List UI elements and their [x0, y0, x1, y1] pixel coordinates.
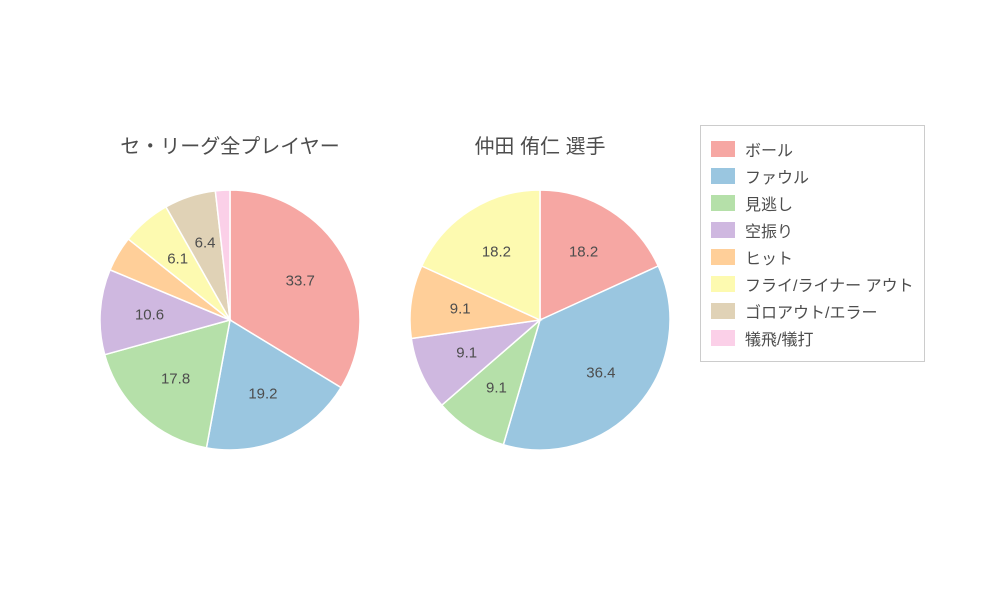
slice-label-foul: 36.4 [586, 364, 615, 381]
pie-svg-player [410, 190, 670, 450]
pie-title-player: 仲田 侑仁 選手 [390, 130, 690, 159]
slice-label-look: 9.1 [486, 379, 507, 396]
slice-label-hit: 9.1 [450, 300, 471, 317]
legend-label-look: 見逃し [745, 191, 793, 215]
legend-item-look: 見逃し [711, 191, 914, 215]
slice-label-look: 17.8 [161, 371, 190, 388]
legend-label-ball: ボール [745, 137, 793, 161]
slice-label-ground: 6.4 [195, 235, 216, 252]
legend-label-swing: 空振り [745, 218, 793, 242]
legend-label-sac: 犠飛/犠打 [745, 326, 813, 350]
slice-label-swing: 9.1 [456, 345, 477, 362]
pie-chart-league: 33.7 19.2 17.8 10.6 6.1 6.4 [100, 190, 360, 450]
legend-swatch-foul [711, 168, 735, 184]
legend-swatch-swing [711, 222, 735, 238]
legend-item-ground: ゴロアウト/エラー [711, 299, 914, 323]
pie-chart-player: 18.2 36.4 9.1 9.1 9.1 18.2 [410, 190, 670, 450]
legend-label-flyliner: フライ/ライナー アウト [745, 272, 914, 296]
legend-swatch-hit [711, 249, 735, 265]
legend-label-ground: ゴロアウト/エラー [745, 299, 877, 323]
legend-label-hit: ヒット [745, 245, 793, 269]
legend-item-hit: ヒット [711, 245, 914, 269]
slice-label-foul: 19.2 [248, 385, 277, 402]
legend-item-ball: ボール [711, 137, 914, 161]
legend-item-sac: 犠飛/犠打 [711, 326, 914, 350]
pie-title-league: セ・リーグ全プレイヤー [80, 130, 380, 159]
legend-item-foul: ファウル [711, 164, 914, 188]
legend-swatch-look [711, 195, 735, 211]
legend-swatch-sac [711, 330, 735, 346]
slice-label-ball: 33.7 [286, 272, 315, 289]
slice-label-flyliner: 18.2 [482, 244, 511, 261]
legend-label-foul: ファウル [745, 164, 809, 188]
legend-swatch-flyliner [711, 276, 735, 292]
legend-item-swing: 空振り [711, 218, 914, 242]
slice-label-ball: 18.2 [569, 244, 598, 261]
chart-container: { "figure": { "width": 1000, "height": 6… [0, 0, 1000, 600]
slice-label-swing: 10.6 [135, 306, 164, 323]
slice-label-flyliner: 6.1 [167, 250, 188, 267]
legend-item-flyliner: フライ/ライナー アウト [711, 272, 914, 296]
legend-swatch-ball [711, 141, 735, 157]
legend: ボールファウル見逃し空振りヒットフライ/ライナー アウトゴロアウト/エラー犠飛/… [700, 125, 925, 362]
legend-swatch-ground [711, 303, 735, 319]
